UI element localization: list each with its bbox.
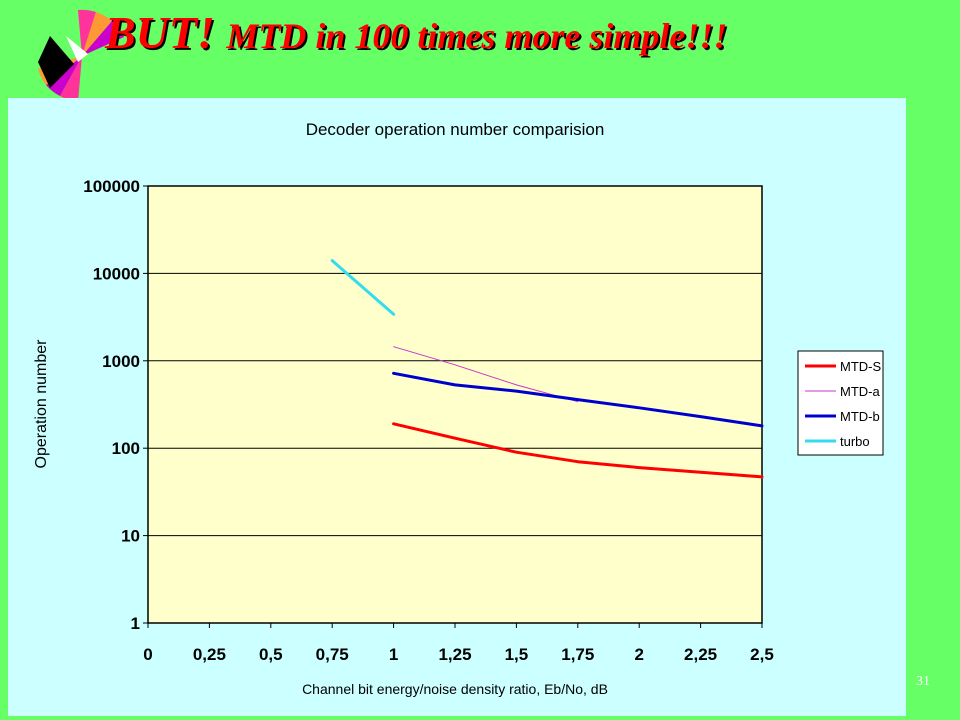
series-line-mtd-a xyxy=(393,346,579,403)
x-tick-label: 0,75 xyxy=(316,645,349,664)
legend-label-mtd-a: MTD-a xyxy=(840,384,880,399)
legend-label-mtd-s: MTD-S xyxy=(840,359,881,374)
grid-lines xyxy=(148,272,762,537)
x-axis: 0 0,25 0,5 0,75 1 1,25 1,5 1,75 2 2,25 2,5 xyxy=(143,623,774,664)
slide-title-part1: BUT! xyxy=(105,7,227,58)
y-axis: 1 10 100 1000 10000 100000 xyxy=(83,177,148,633)
x-tick-label: 1 xyxy=(389,645,398,664)
y-tick-label: 10 xyxy=(121,527,140,546)
x-tick-label: 0,5 xyxy=(259,645,283,664)
chart-legend: MTD-S MTD-a MTD-b turbo xyxy=(797,350,884,456)
x-tick-label: 1,25 xyxy=(438,645,471,664)
legend-label-turbo: turbo xyxy=(840,434,870,449)
series-line-turbo xyxy=(330,259,396,316)
series-line-mtd-s xyxy=(392,422,764,479)
y-tick-label: 100000 xyxy=(83,177,140,196)
plot-area xyxy=(147,185,763,624)
y-axis-label: Operation number xyxy=(33,339,50,469)
y-tick-label: 10000 xyxy=(93,264,140,283)
chart-panel: Decoder operation number comparision 1 10… xyxy=(8,98,906,716)
y-tick-label: 1000 xyxy=(102,352,140,371)
y-tick-label: 100 xyxy=(112,439,140,458)
legend-label-mtd-b: MTD-b xyxy=(840,409,880,424)
page-number: 31 xyxy=(916,674,930,689)
x-tick-label: 2 xyxy=(634,645,643,664)
x-tick-label: 1,75 xyxy=(561,645,594,664)
x-tick-label: 2,5 xyxy=(750,645,774,664)
slide-title-part2: MTD in 100 times more simple!!! xyxy=(226,16,728,56)
x-tick-label: 1,5 xyxy=(505,645,529,664)
y-tick-label: 1 xyxy=(131,614,140,633)
x-tick-label: 2,25 xyxy=(684,645,717,664)
x-axis-label: Channel bit energy/noise density ratio, … xyxy=(302,681,608,697)
x-tick-label: 0,25 xyxy=(193,645,226,664)
x-tick-label: 0 xyxy=(143,645,152,664)
decoder-operations-chart: Decoder operation number comparision 110… xyxy=(33,120,884,697)
fan-logo-icon xyxy=(38,9,124,100)
series-line-mtd-b xyxy=(392,371,764,428)
slide-title: BUT! MTD in 100 times more simple!!! xyxy=(105,10,727,56)
series-lines xyxy=(330,259,764,479)
chart-title: Decoder operation number comparision xyxy=(306,120,605,139)
legend-box xyxy=(797,350,884,456)
